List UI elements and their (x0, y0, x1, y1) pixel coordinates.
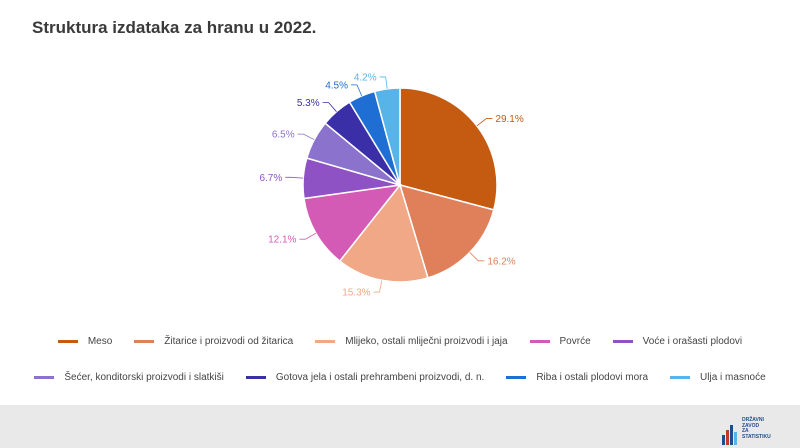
legend-item: Meso (57, 336, 113, 347)
label-leader-line (379, 76, 388, 89)
legend-swatch (529, 340, 550, 343)
data-label: 4.2% (354, 72, 377, 83)
label-leader-line (299, 232, 317, 240)
legend-label: Gotova jela i ostali prehrambeni proizvo… (275, 372, 485, 383)
data-label: 16.2% (487, 256, 515, 267)
label-leader-line (350, 84, 363, 97)
data-label: 6.5% (272, 130, 295, 141)
legend-label: Ulja i masnoće (700, 372, 766, 383)
pie-chart: 29.1% 16.2% 15.3% 12.1% 6.7% 6.5% 5.3% 4.5% 4.2% (259, 72, 523, 299)
legend-swatch (315, 340, 336, 343)
data-label: 5.3% (297, 98, 320, 109)
legend-swatch (245, 376, 266, 379)
logo-wordmark: DRŽAVNI ZAVOD ZA STATISTIKU (742, 417, 771, 440)
dzs-logo: DRŽAVNI ZAVOD ZA STATISTIKU (722, 415, 772, 445)
data-label: 12.1% (268, 235, 296, 246)
chart-legend: Meso Žitarice i proizvodi od žitarica Mlij… (0, 330, 800, 400)
legend-label: Voće i orašasti plodovi (642, 336, 743, 347)
legend-swatch (506, 376, 527, 379)
legend-swatch (670, 376, 691, 379)
pie-slice (398, 183, 495, 279)
data-label: 6.7% (259, 173, 282, 184)
footer-bar: DRŽAVNI ZAVOD ZA STATISTIKU (0, 405, 800, 448)
legend-label: Riba i ostali plodovi mora (536, 372, 649, 383)
legend-item: Ulja i masnoće (670, 372, 766, 383)
chart-title: Struktura izdataka za hranu u 2022. (32, 18, 317, 37)
data-label: 29.1% (495, 114, 523, 125)
legend-row: Meso Žitarice i proizvodi od žitarica Mlij… (0, 336, 800, 347)
legend-item: Povrće (529, 336, 591, 347)
legend-item: Mlijeko, ostali mliječni proizvodi i jaj… (315, 336, 508, 347)
pie-slice (373, 87, 401, 186)
legend-swatch (612, 340, 633, 343)
legend-row: Šećer, konditorski proizvodi i slatkiši G… (0, 372, 800, 383)
legend-swatch (57, 340, 78, 343)
legend-label: Žitarice i proizvodi od žitarica (164, 336, 294, 347)
label-leader-line (322, 102, 337, 112)
legend-item: Šećer, konditorski proizvodi i slatkiši (34, 372, 224, 383)
label-leader-line (469, 252, 485, 262)
legend-swatch (134, 340, 155, 343)
label-leader-line (297, 133, 315, 141)
pie-slice (303, 183, 402, 263)
legend-item: Gotova jela i ostali prehrambeni proizvo… (245, 372, 485, 383)
data-label: 4.5% (325, 80, 348, 91)
data-label: 15.3% (342, 288, 370, 299)
legend-label: Povrće (559, 336, 591, 347)
label-leader-line (476, 118, 493, 127)
label-leader-line (373, 280, 383, 293)
legend-label: Šećer, konditorski proizvodi i slatkiši (64, 372, 224, 383)
legend-item: Voće i orašasti plodovi (612, 336, 743, 347)
label-leader-line (285, 176, 304, 179)
legend-item: Riba i ostali plodovi mora (506, 372, 648, 383)
legend-item: Žitarice i proizvodi od žitarica (134, 336, 293, 347)
legend-label: Mlijeko, ostali mliječni proizvodi i jaj… (345, 336, 508, 347)
logo-bars-icon (722, 425, 737, 445)
legend-label: Meso (87, 336, 113, 347)
legend-swatch (34, 376, 55, 379)
